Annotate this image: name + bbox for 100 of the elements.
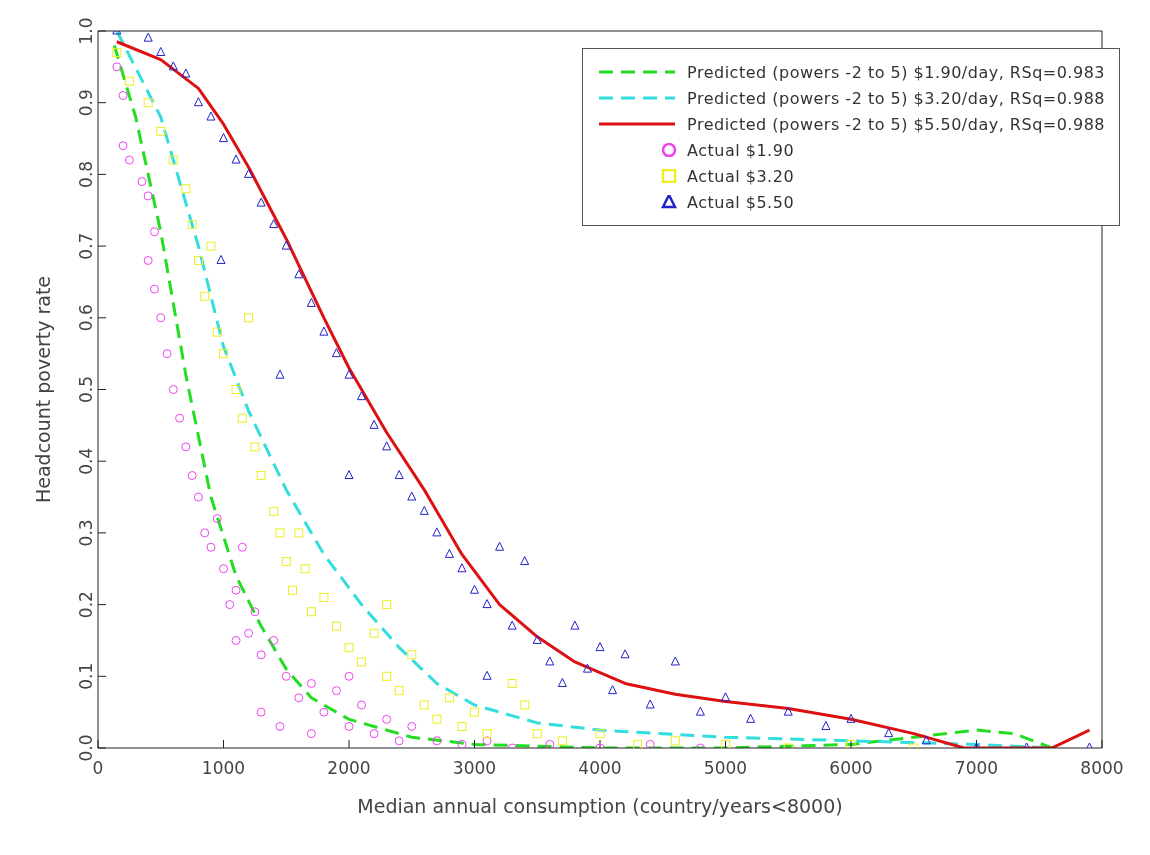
point xyxy=(187,220,197,230)
point xyxy=(156,126,166,136)
point xyxy=(193,255,203,265)
legend-label: Predicted (powers -2 to 5) $5.50/day, RSq=0.988 xyxy=(687,114,1105,134)
point xyxy=(237,413,247,423)
point xyxy=(432,736,442,746)
point xyxy=(112,62,122,72)
point xyxy=(306,729,316,739)
point xyxy=(306,678,316,688)
point xyxy=(256,707,266,717)
x-tick-label: 8000 xyxy=(1080,758,1124,779)
point xyxy=(118,141,128,151)
point xyxy=(407,650,417,660)
point xyxy=(137,177,147,187)
point xyxy=(181,184,191,194)
point xyxy=(482,599,492,609)
point xyxy=(382,441,392,451)
point xyxy=(244,313,254,323)
point xyxy=(237,542,247,552)
point xyxy=(212,514,222,524)
x-tick-label: 6000 xyxy=(829,758,873,779)
point xyxy=(319,592,329,602)
point xyxy=(256,471,266,481)
point xyxy=(846,739,856,748)
point xyxy=(181,68,191,78)
point xyxy=(457,739,467,748)
point xyxy=(331,348,341,358)
point xyxy=(168,385,178,394)
point xyxy=(921,735,931,745)
point xyxy=(225,600,235,610)
point xyxy=(746,713,756,723)
point xyxy=(470,584,479,594)
point xyxy=(281,671,291,681)
point xyxy=(256,197,266,207)
point xyxy=(482,670,492,680)
point xyxy=(507,620,517,630)
point xyxy=(231,635,241,645)
point xyxy=(143,255,153,265)
point xyxy=(394,470,404,480)
point xyxy=(721,739,730,748)
point xyxy=(432,527,442,537)
legend-label: Predicted (powers -2 to 5) $1.90/day, RSq=0.983 xyxy=(687,62,1105,82)
point xyxy=(231,585,241,595)
point xyxy=(219,133,228,143)
point xyxy=(407,491,417,501)
point xyxy=(275,369,285,379)
point xyxy=(143,98,153,108)
point xyxy=(331,686,341,696)
point xyxy=(124,155,134,165)
point xyxy=(244,628,254,638)
x-tick-label: 3000 xyxy=(452,758,497,779)
point xyxy=(319,707,329,717)
point xyxy=(193,97,203,107)
point xyxy=(532,729,542,739)
point xyxy=(344,470,354,480)
point xyxy=(482,729,492,739)
point xyxy=(357,657,367,667)
point xyxy=(482,736,492,746)
point xyxy=(206,111,216,121)
point xyxy=(175,413,185,423)
point xyxy=(645,739,655,748)
point xyxy=(269,635,279,645)
point xyxy=(200,528,210,538)
point xyxy=(557,677,567,687)
point xyxy=(212,327,222,337)
point xyxy=(608,685,618,695)
point xyxy=(294,693,304,703)
legend-label: Actual $1.90 xyxy=(687,140,795,160)
point xyxy=(545,739,555,748)
point xyxy=(557,736,567,746)
point xyxy=(369,628,379,638)
point xyxy=(281,240,291,250)
point xyxy=(444,693,454,703)
point xyxy=(582,663,592,673)
point xyxy=(156,313,166,323)
x-tick-label: 4000 xyxy=(578,758,622,779)
point xyxy=(168,61,178,71)
x-axis-title: Median annual consumption (country/years<8000) xyxy=(357,795,843,817)
point xyxy=(156,47,166,57)
point xyxy=(231,385,241,394)
point xyxy=(520,700,530,710)
y-tick-label: 0.2 xyxy=(76,591,96,619)
point xyxy=(300,564,310,574)
point xyxy=(382,600,392,610)
y-tick-label: 1.0 xyxy=(76,17,96,45)
point xyxy=(168,155,178,165)
point xyxy=(670,656,680,666)
point xyxy=(783,706,793,716)
y-tick-label: 0.3 xyxy=(76,519,96,547)
point xyxy=(143,32,153,42)
point xyxy=(670,736,680,746)
point xyxy=(457,563,467,573)
point xyxy=(281,557,291,567)
point xyxy=(331,621,341,631)
point xyxy=(143,191,153,201)
point xyxy=(407,721,417,731)
point xyxy=(294,528,304,538)
point xyxy=(846,713,856,723)
point xyxy=(219,349,228,359)
point xyxy=(200,291,210,301)
